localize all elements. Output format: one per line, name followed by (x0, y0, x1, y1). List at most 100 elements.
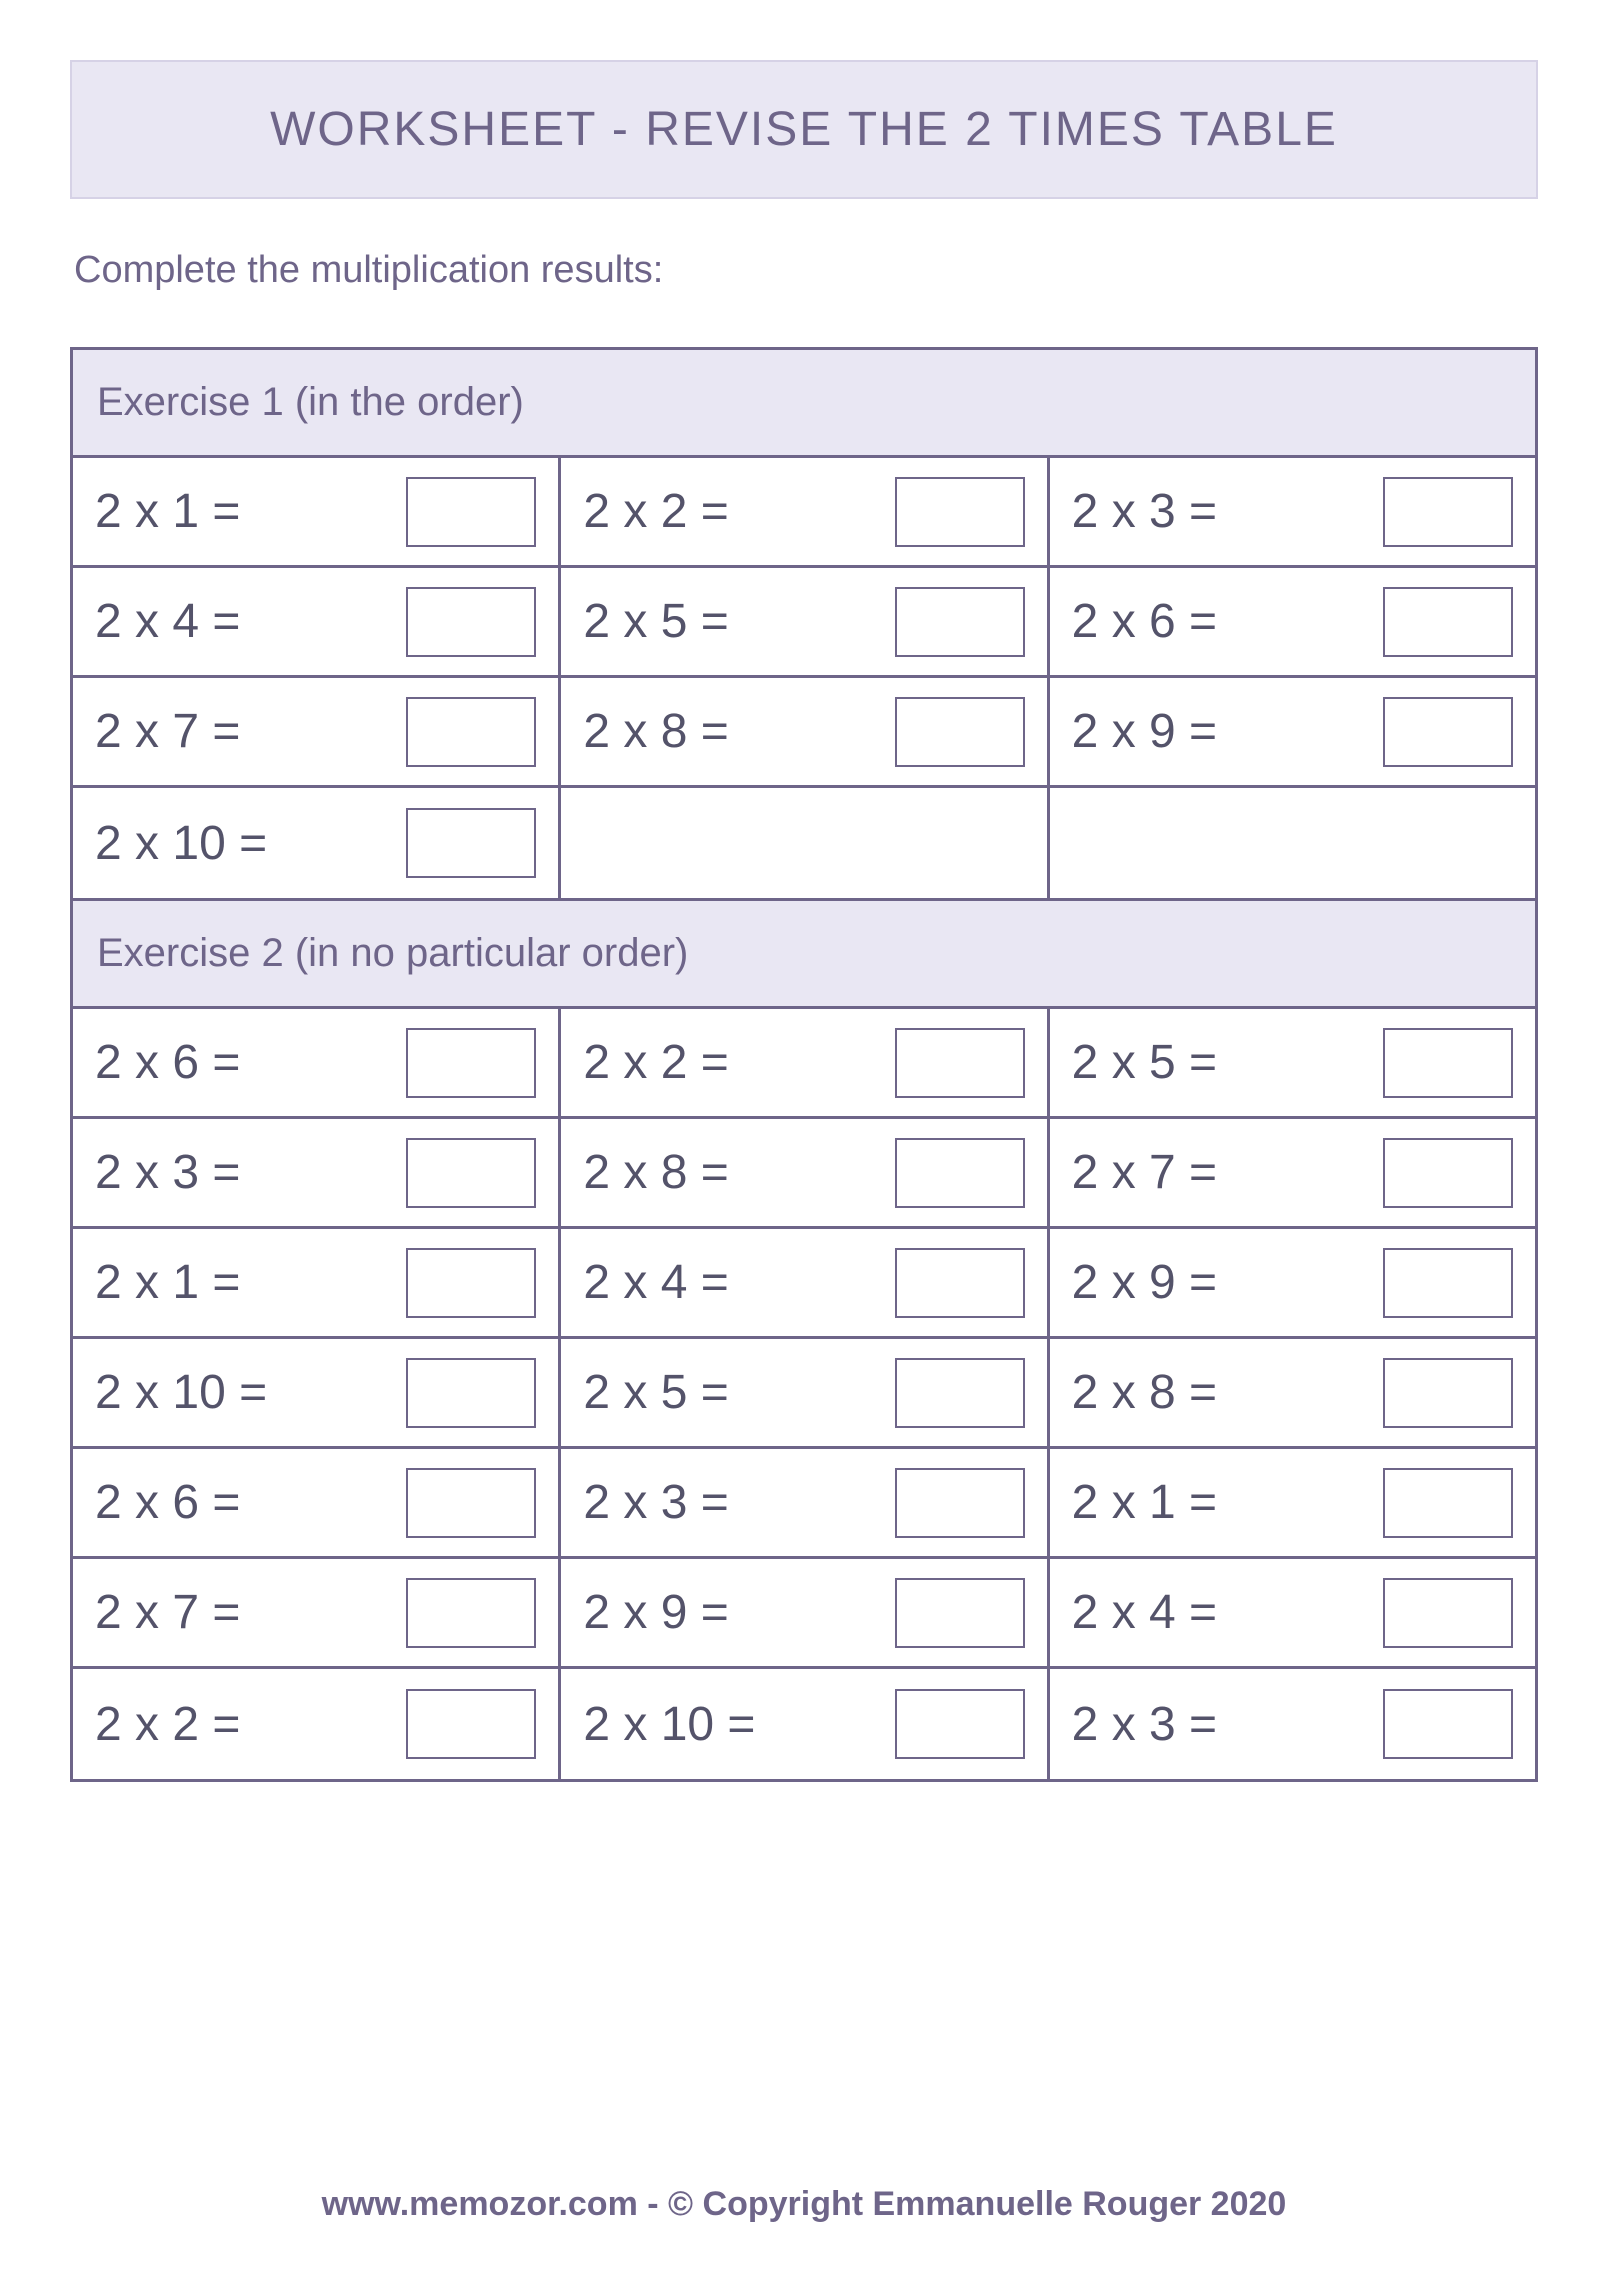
answer-box[interactable] (1383, 1689, 1513, 1759)
problem-cell: 2 x 6 = (73, 1009, 561, 1119)
answer-box[interactable] (406, 1248, 536, 1318)
problem-cell: 2 x 6 = (1050, 568, 1535, 678)
problem-text: 2 x 2 = (95, 1697, 240, 1752)
instruction-text: Complete the multiplication results: (70, 249, 1538, 292)
exercise1-row: 2 x 10 = (73, 788, 1535, 898)
problem-text: 2 x 3 = (1072, 1697, 1217, 1752)
answer-box[interactable] (895, 1138, 1025, 1208)
problem-text: 2 x 8 = (583, 704, 728, 759)
problem-text: 2 x 5 = (583, 1365, 728, 1420)
problem-cell: 2 x 7 = (73, 1559, 561, 1669)
answer-box[interactable] (895, 477, 1025, 547)
problem-cell: 2 x 8 = (561, 678, 1049, 788)
problem-text: 2 x 9 = (1072, 1255, 1217, 1310)
exercise2-row: 2 x 6 = 2 x 3 = 2 x 1 = (73, 1449, 1535, 1559)
problem-cell: 2 x 1 = (73, 458, 561, 568)
problem-text: 2 x 5 = (1072, 1035, 1217, 1090)
problem-cell: 2 x 3 = (561, 1449, 1049, 1559)
answer-box[interactable] (1383, 1578, 1513, 1648)
answer-box[interactable] (406, 1358, 536, 1428)
answer-box[interactable] (895, 1358, 1025, 1428)
answer-box[interactable] (1383, 697, 1513, 767)
problem-text: 2 x 3 = (583, 1475, 728, 1530)
problem-cell: 2 x 10 = (73, 1339, 561, 1449)
problem-text: 2 x 6 = (1072, 594, 1217, 649)
answer-box[interactable] (406, 1138, 536, 1208)
exercise2-header: Exercise 2 (in no particular order) (73, 898, 1535, 1009)
exercise2-row: 2 x 1 = 2 x 4 = 2 x 9 = (73, 1229, 1535, 1339)
empty-cell (1050, 788, 1535, 898)
problem-cell: 2 x 4 = (73, 568, 561, 678)
problem-cell: 2 x 5 = (1050, 1009, 1535, 1119)
problem-text: 2 x 10 = (95, 1365, 267, 1420)
problem-text: 2 x 7 = (95, 704, 240, 759)
problem-cell: 2 x 5 = (561, 1339, 1049, 1449)
exercise2-row: 2 x 3 = 2 x 8 = 2 x 7 = (73, 1119, 1535, 1229)
exercise1-row: 2 x 7 = 2 x 8 = 2 x 9 = (73, 678, 1535, 788)
problem-cell: 2 x 8 = (561, 1119, 1049, 1229)
answer-box[interactable] (895, 697, 1025, 767)
problem-text: 2 x 7 = (1072, 1145, 1217, 1200)
problem-cell: 2 x 4 = (1050, 1559, 1535, 1669)
problem-text: 2 x 5 = (583, 594, 728, 649)
answer-box[interactable] (406, 477, 536, 547)
problem-cell: 2 x 6 = (73, 1449, 561, 1559)
answer-box[interactable] (406, 587, 536, 657)
problem-text: 2 x 1 = (1072, 1475, 1217, 1530)
problem-text: 2 x 7 = (95, 1585, 240, 1640)
problem-cell: 2 x 1 = (73, 1229, 561, 1339)
answer-box[interactable] (406, 1028, 536, 1098)
answer-box[interactable] (406, 808, 536, 878)
answer-box[interactable] (1383, 1468, 1513, 1538)
empty-cell (561, 788, 1049, 898)
answer-box[interactable] (1383, 1028, 1513, 1098)
answer-box[interactable] (406, 1689, 536, 1759)
answer-box[interactable] (1383, 587, 1513, 657)
answer-box[interactable] (895, 1028, 1025, 1098)
exercise1-header: Exercise 1 (in the order) (73, 350, 1535, 458)
problem-text: 2 x 9 = (583, 1585, 728, 1640)
problem-text: 2 x 8 = (1072, 1365, 1217, 1420)
problem-text: 2 x 2 = (583, 484, 728, 539)
problem-cell: 2 x 3 = (1050, 458, 1535, 568)
answer-box[interactable] (1383, 1138, 1513, 1208)
problem-text: 2 x 4 = (1072, 1585, 1217, 1640)
exercise2-row: 2 x 6 = 2 x 2 = 2 x 5 = (73, 1009, 1535, 1119)
problem-cell: 2 x 1 = (1050, 1449, 1535, 1559)
problem-text: 2 x 4 = (583, 1255, 728, 1310)
problem-cell: 2 x 2 = (561, 1009, 1049, 1119)
problem-cell: 2 x 7 = (73, 678, 561, 788)
problem-text: 2 x 1 = (95, 1255, 240, 1310)
problem-text: 2 x 4 = (95, 594, 240, 649)
title-bar: WORKSHEET - REVISE THE 2 TIMES TABLE (70, 60, 1538, 199)
problem-cell: 2 x 9 = (1050, 1229, 1535, 1339)
answer-box[interactable] (895, 1248, 1025, 1318)
problem-text: 2 x 10 = (583, 1697, 755, 1752)
problem-cell: 2 x 3 = (73, 1119, 561, 1229)
problem-cell: 2 x 4 = (561, 1229, 1049, 1339)
answer-box[interactable] (1383, 477, 1513, 547)
answer-box[interactable] (1383, 1358, 1513, 1428)
problem-text: 2 x 1 = (95, 484, 240, 539)
problem-text: 2 x 3 = (95, 1145, 240, 1200)
problem-text: 2 x 10 = (95, 816, 267, 871)
answer-box[interactable] (895, 1689, 1025, 1759)
problem-cell: 2 x 9 = (561, 1559, 1049, 1669)
problem-text: 2 x 8 = (583, 1145, 728, 1200)
answer-box[interactable] (895, 1468, 1025, 1538)
problem-cell: 2 x 2 = (73, 1669, 561, 1779)
problem-cell: 2 x 5 = (561, 568, 1049, 678)
problem-cell: 2 x 9 = (1050, 678, 1535, 788)
problem-text: 2 x 2 = (583, 1035, 728, 1090)
answer-box[interactable] (406, 697, 536, 767)
problem-cell: 2 x 8 = (1050, 1339, 1535, 1449)
problem-text: 2 x 6 = (95, 1475, 240, 1530)
answer-box[interactable] (406, 1578, 536, 1648)
answer-box[interactable] (895, 587, 1025, 657)
answer-box[interactable] (406, 1468, 536, 1538)
worksheet-table: Exercise 1 (in the order) 2 x 1 = 2 x 2 … (70, 347, 1538, 1782)
problem-cell: 2 x 3 = (1050, 1669, 1535, 1779)
answer-box[interactable] (895, 1578, 1025, 1648)
answer-box[interactable] (1383, 1248, 1513, 1318)
exercise2-row: 2 x 7 = 2 x 9 = 2 x 4 = (73, 1559, 1535, 1669)
